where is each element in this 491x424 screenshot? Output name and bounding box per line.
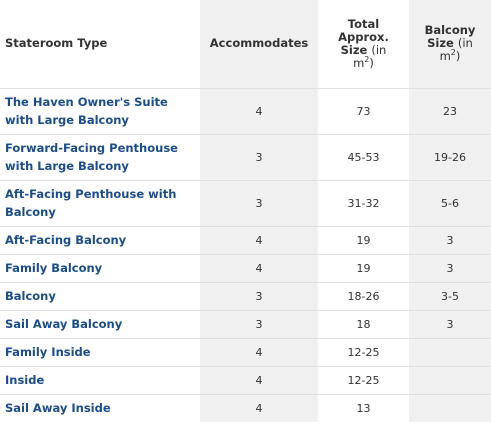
balcony-size-cell: 3 (409, 225, 491, 254)
header-balcony-line1: Balcony (424, 23, 476, 38)
header-balcony-unit-sup: 2 (450, 48, 456, 58)
stateroom-type-cell: Sail Away Inside (0, 393, 200, 422)
balcony-size-cell (409, 337, 491, 366)
accommodates-cell: 4 (200, 393, 318, 422)
balcony-size-cell (409, 393, 491, 422)
total-size-cell: 31-32 (318, 179, 409, 226)
stateroom-type-cell: Aft-Facing Balcony (0, 225, 200, 254)
balcony-size-cell: 19-26 (409, 133, 491, 180)
total-size-cell: 45-53 (318, 133, 409, 180)
stateroom-type-cell: Sail Away Balcony (0, 309, 200, 338)
table-row: Aft-Facing Balcony 4 19 3 (0, 225, 491, 254)
total-size-cell: 12-25 (318, 365, 409, 394)
header-total-line3-light: (in (371, 42, 387, 57)
stateroom-type-cell: Aft-Facing Penthouse with Balcony (0, 179, 200, 226)
accommodates-cell: 4 (200, 87, 318, 134)
header-balcony-line2-bold: Size (427, 36, 454, 51)
table-row: Family Inside 4 12-25 (0, 337, 491, 366)
stateroom-type-cell: The Haven Owner's Suite with Large Balco… (0, 87, 200, 134)
table-row: Balcony 3 18-26 3-5 (0, 281, 491, 310)
total-size-cell: 73 (318, 87, 409, 134)
table-row: The Haven Owner's Suite with Large Balco… (0, 87, 491, 134)
balcony-size-cell: 3 (409, 253, 491, 282)
accommodates-cell: 4 (200, 253, 318, 282)
header-stateroom-type: Stateroom Type (5, 36, 108, 51)
total-size-cell: 19 (318, 253, 409, 282)
balcony-size-cell: 23 (409, 87, 491, 134)
total-size-cell: 19 (318, 225, 409, 254)
header-balcony-line2-light: (in (457, 36, 473, 51)
header-total-unit: m (353, 55, 365, 70)
header-balcony-close: ) (455, 49, 461, 64)
stateroom-type-cell: Family Balcony (0, 253, 200, 282)
stateroom-type-cell: Family Inside (0, 337, 200, 366)
table-row: Forward-Facing Penthouse with Large Balc… (0, 133, 491, 180)
header-total-line3-bold: Size (340, 42, 368, 57)
stateroom-type-cell: Forward-Facing Penthouse with Large Balc… (0, 133, 200, 180)
total-size-cell: 12-25 (318, 337, 409, 366)
balcony-size-cell: 3 (409, 309, 491, 338)
total-size-cell: 13 (318, 393, 409, 422)
header-total-line1: Total (347, 16, 380, 31)
table-row: Family Balcony 4 19 3 (0, 253, 491, 282)
accommodates-cell: 3 (200, 281, 318, 310)
accommodates-cell: 4 (200, 225, 318, 254)
stateroom-type-cell: Balcony (0, 281, 200, 310)
table-row: Inside 4 12-25 (0, 365, 491, 394)
total-size-cell: 18-26 (318, 281, 409, 310)
accommodates-cell: 3 (200, 309, 318, 338)
accommodates-cell: 3 (200, 133, 318, 180)
total-size-cell: 18 (318, 309, 409, 338)
balcony-size-cell: 5-6 (409, 179, 491, 226)
stateroom-type-cell: Inside (0, 365, 200, 394)
header-total-line2: Approx. (338, 29, 389, 44)
balcony-size-cell: 3-5 (409, 281, 491, 310)
header-total-size: Total Approx. Size (in m2) (318, 0, 409, 88)
table-row: Sail Away Inside 4 13 (0, 393, 491, 422)
accommodates-cell: 4 (200, 337, 318, 366)
balcony-size-cell (409, 365, 491, 394)
table-row: Sail Away Balcony 3 18 3 (0, 309, 491, 338)
accommodates-cell: 4 (200, 365, 318, 394)
table-body: The Haven Owner's Suite with Large Balco… (0, 87, 491, 422)
table-row: Aft-Facing Penthouse with Balcony 3 31-3… (0, 179, 491, 226)
accommodates-cell: 3 (200, 179, 318, 226)
table-header: Stateroom Type Accommodates Total Approx… (0, 0, 491, 88)
header-total-close: ) (369, 55, 374, 70)
header-accommodates: Accommodates (200, 0, 318, 88)
header-balcony-size: Balcony Size (in m2) (409, 0, 491, 88)
header-total-unit-sup: 2 (364, 54, 370, 64)
header-balcony-unit: m (439, 49, 451, 64)
